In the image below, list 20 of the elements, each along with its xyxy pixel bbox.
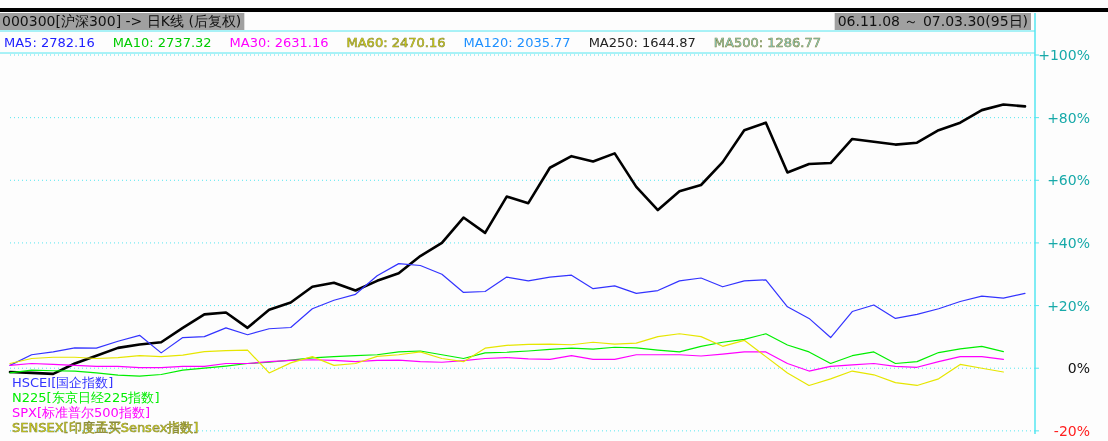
y-tick-label: +100% [1038,47,1090,63]
text: MA250: 1644.87 [588,35,696,50]
text: MA30: 2631.16 [229,35,329,50]
text: SENSEX[印度孟买Sensex指数] [12,420,199,435]
chart-subtitle: 06.11.08 ～ 07.03.30(95日) [837,13,1028,29]
series-label: HSCEI[国企指数] [12,375,114,390]
y-tick-label: +20% [1047,297,1090,314]
chart-title: 000300[沪深300] -> 日K线 (后复权) [2,13,242,29]
text: MA5: 2782.16 [4,35,95,50]
y-tick-label: 0% [1067,360,1090,377]
text: MA10: 2737.32 [112,35,212,50]
y-tick-label: +80% [1047,109,1090,126]
y-tick-label: -20% [1053,422,1090,439]
series-label: N225[东京日经225指数] [12,390,160,405]
y-tick-label: +60% [1047,172,1090,189]
y-tick-label: +40% [1047,234,1090,251]
text: MA120: 2035.77 [463,35,571,50]
text: SPX[标准普尔500指数] [12,405,150,420]
text: MA500: 1286.77 [713,35,822,50]
text: MA60: 2470.16 [346,35,446,50]
